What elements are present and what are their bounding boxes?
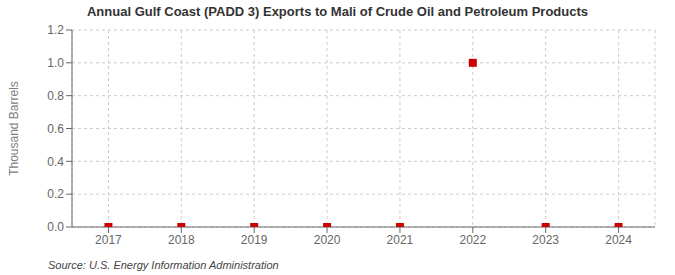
svg-text:2017: 2017 [95,233,122,247]
svg-text:Thousand Barrels: Thousand Barrels [8,81,21,176]
svg-text:1.0: 1.0 [47,56,64,70]
svg-text:1.2: 1.2 [47,24,64,37]
svg-text:2022: 2022 [459,233,486,247]
svg-text:0.2: 0.2 [47,187,64,201]
html-text:Source: U.S. Energy Informatio: Source: U.S. Energy Information Administ… [48,259,279,271]
svg-text:2020: 2020 [314,233,341,247]
html-text:Annual Gulf Coast (PADD 3) Exp: Annual Gulf Coast (PADD 3) Exports to Ma… [87,4,588,19]
svg-text:2019: 2019 [241,233,268,247]
svg-text:0.8: 0.8 [47,89,64,103]
svg-text:2021: 2021 [387,233,414,247]
svg-text:2024: 2024 [605,233,632,247]
svg-text:0.0: 0.0 [47,220,64,234]
svg-text:0.4: 0.4 [47,155,64,169]
svg-text:2023: 2023 [532,233,559,247]
svg-text:0.6: 0.6 [47,122,64,136]
svg-text:2018: 2018 [168,233,195,247]
